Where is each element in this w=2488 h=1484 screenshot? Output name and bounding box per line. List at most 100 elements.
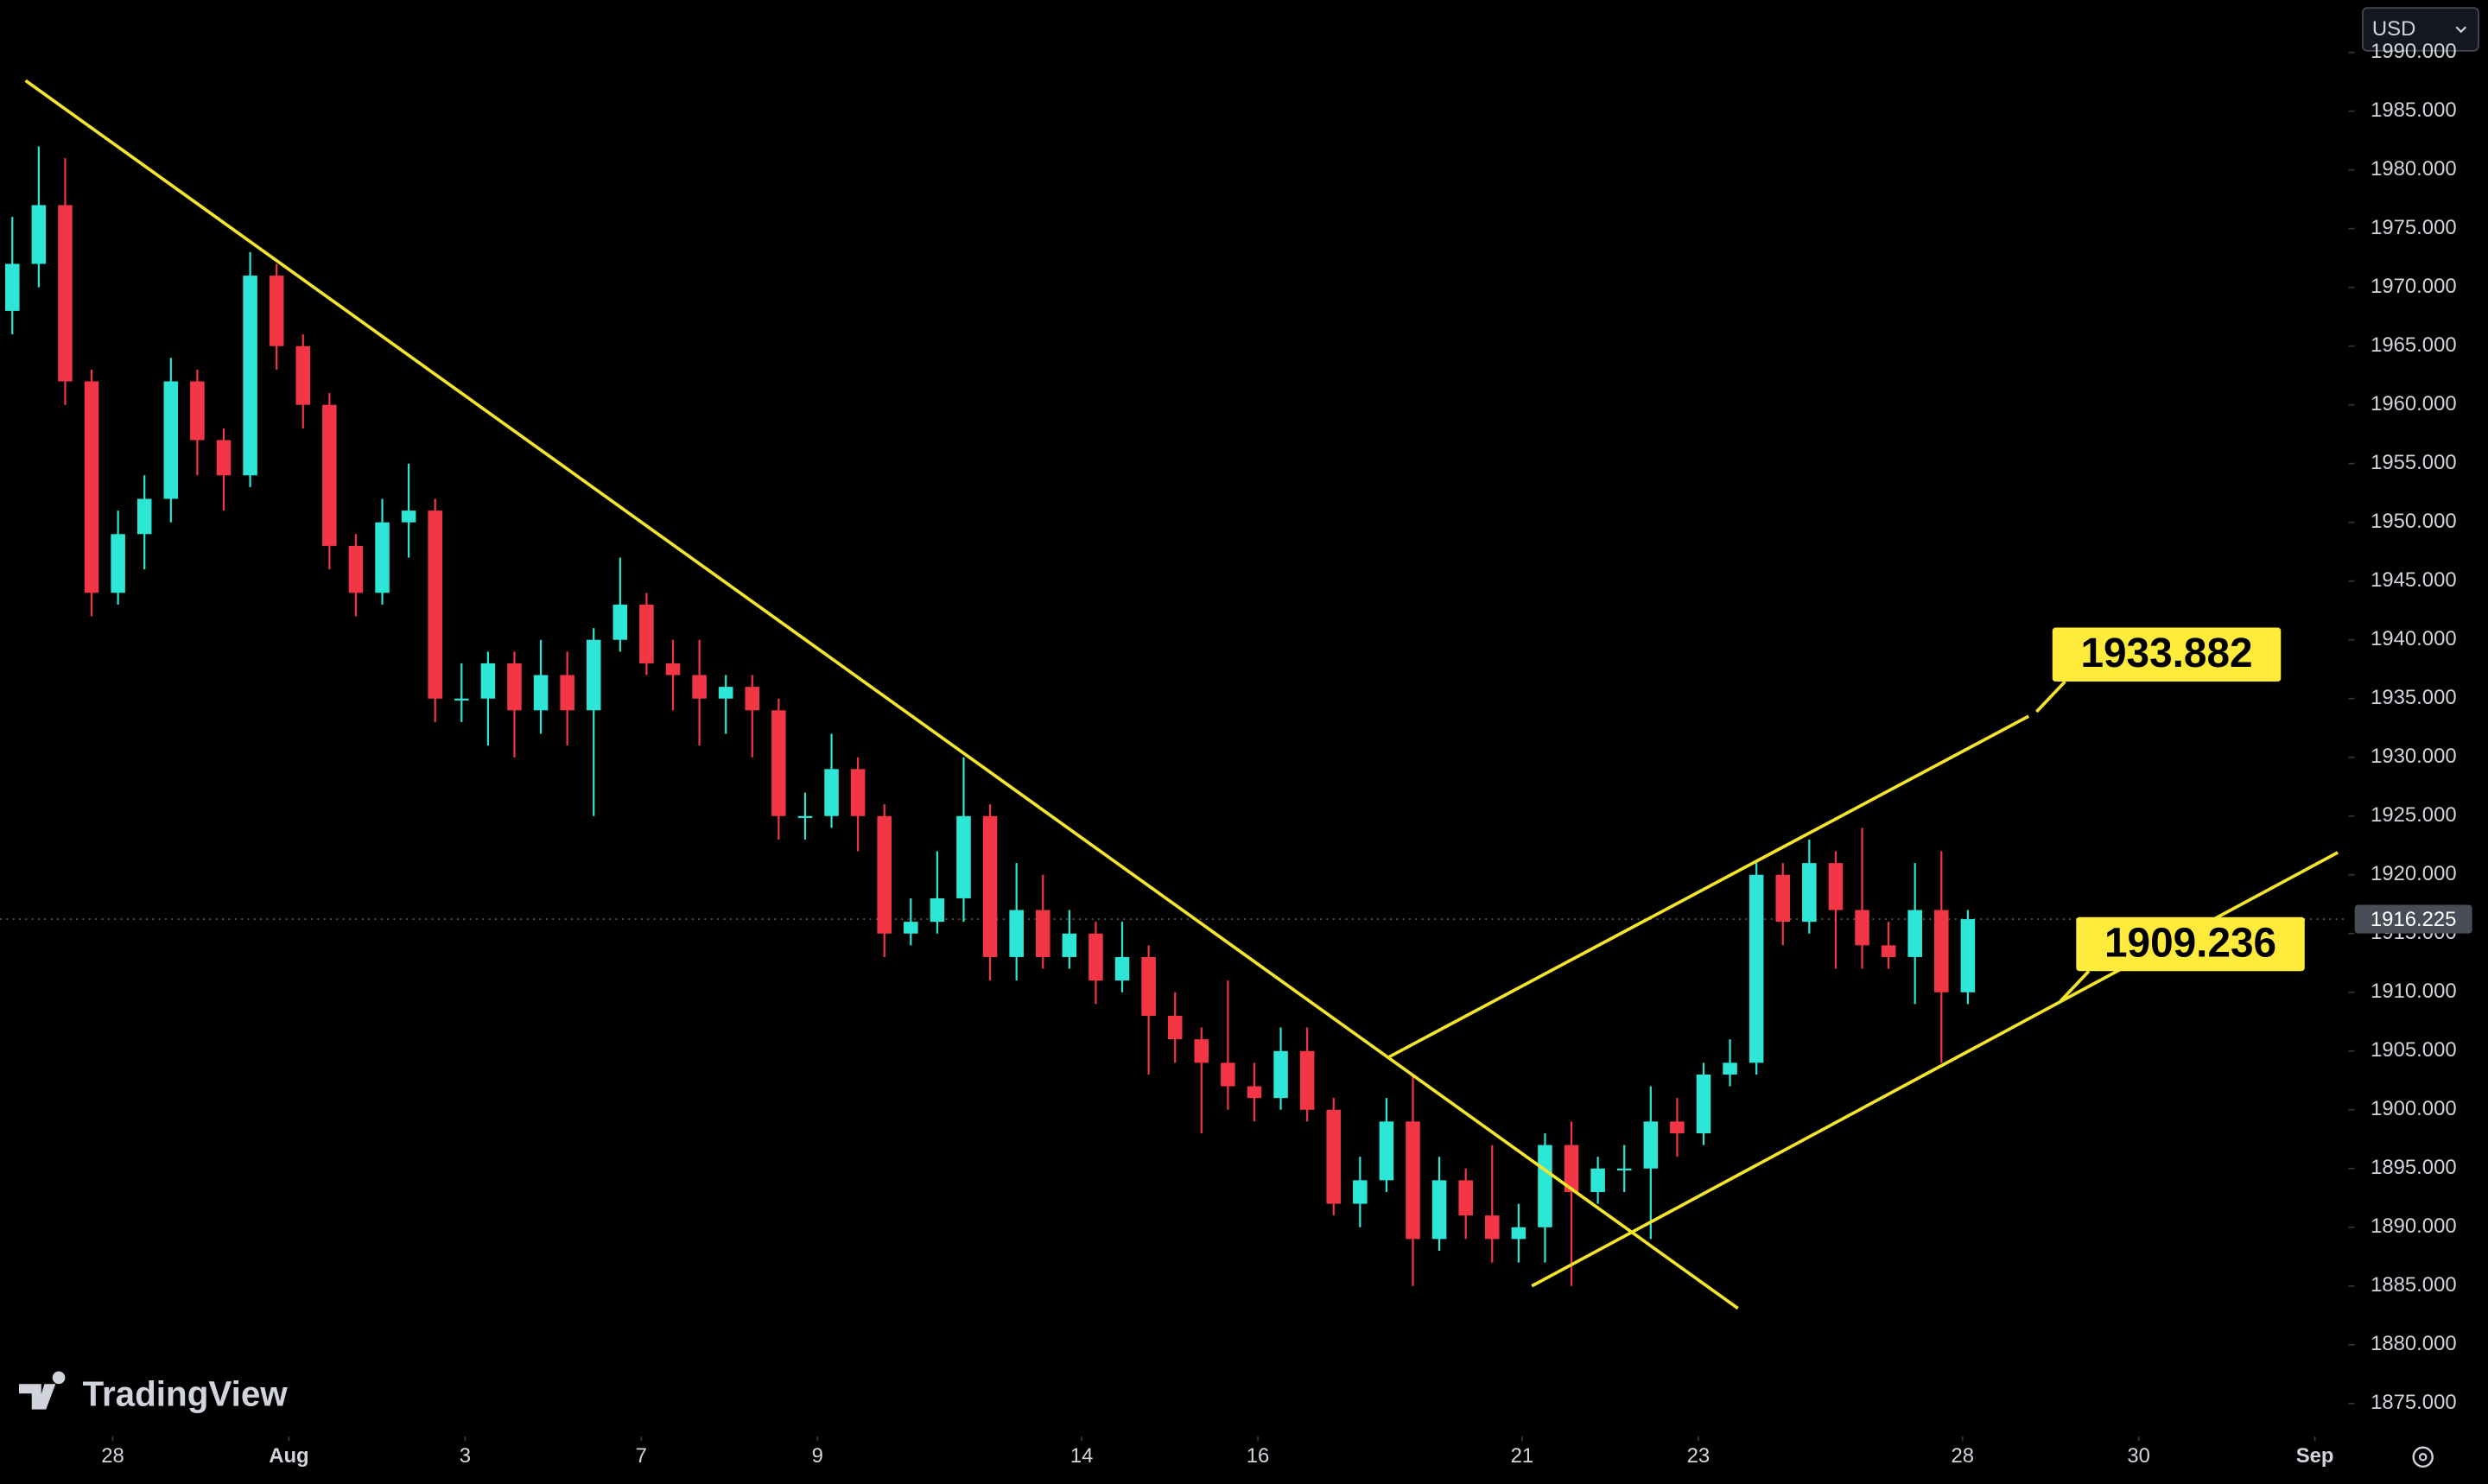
candle-body — [718, 687, 733, 699]
candle-body — [163, 381, 179, 499]
trendline — [24, 79, 1739, 1310]
candle-body — [1934, 910, 1949, 993]
candle-body — [136, 498, 152, 535]
candle-body — [612, 604, 628, 640]
candle-body — [507, 663, 522, 711]
candle-body — [243, 276, 257, 476]
candle-body — [1670, 1121, 1685, 1133]
x-tick-label: 30 — [2127, 1444, 2150, 1468]
candle-body — [1775, 874, 1791, 923]
candle-body — [1749, 874, 1764, 1063]
candle-body — [1062, 933, 1077, 957]
candle-body — [771, 710, 786, 816]
candle-body — [5, 263, 20, 311]
annotation-pointer — [2059, 969, 2091, 1003]
candle-body — [1828, 863, 1844, 910]
candle-body — [1167, 1015, 1183, 1040]
candle-body — [1881, 945, 1896, 957]
candle-body — [1326, 1109, 1342, 1204]
trendline — [1388, 714, 2030, 1059]
candle-body — [1616, 1168, 1632, 1170]
candle-body — [533, 675, 549, 711]
annotation-pointer — [2035, 680, 2066, 713]
candle-body — [639, 604, 654, 663]
candle-body — [1723, 1062, 1737, 1075]
annotation-label: 1933.882 — [2080, 631, 2252, 676]
y-tick-label: 1890.000 — [2371, 1214, 2457, 1238]
candle-body — [904, 922, 918, 934]
y-tick-label: 1955.000 — [2371, 451, 2457, 474]
candle-body — [560, 675, 574, 711]
candle-body — [111, 534, 125, 593]
candle-body — [956, 815, 971, 898]
y-tick-label: 1985.000 — [2371, 98, 2457, 122]
y-tick-label: 1965.000 — [2371, 333, 2457, 357]
y-tick-label: 1930.000 — [2371, 745, 2457, 768]
candle-body — [348, 545, 364, 593]
candle-body — [982, 815, 998, 957]
y-tick-label: 1980.000 — [2371, 157, 2457, 181]
settings-gear-core[interactable] — [2418, 1452, 2428, 1462]
last-price-box — [2354, 904, 2472, 934]
x-tick-label: 14 — [1070, 1444, 1094, 1468]
annotation-box — [2052, 627, 2282, 682]
candle-body — [1907, 910, 1922, 957]
logo-icon — [19, 1371, 66, 1410]
candle-body — [480, 663, 496, 699]
candle-body — [1379, 1121, 1394, 1181]
currency-button-box[interactable] — [2361, 7, 2479, 52]
candle-body — [1458, 1180, 1473, 1216]
candle-body — [375, 522, 390, 593]
candle-body — [454, 698, 469, 701]
candle-body — [1221, 1062, 1235, 1087]
candle-body — [295, 346, 311, 405]
candle-body — [1353, 1180, 1368, 1204]
y-tick-label: 1925.000 — [2371, 803, 2457, 827]
candle-body — [745, 687, 760, 711]
candle-body — [31, 205, 47, 264]
x-tick-label: 21 — [1511, 1444, 1534, 1468]
candle-body — [428, 511, 442, 699]
candle-body — [850, 769, 866, 816]
candle-body — [665, 663, 681, 675]
x-tick-label: 28 — [1951, 1444, 1974, 1468]
dropdown-arrow[interactable] — [2455, 26, 2467, 34]
candle-body — [1088, 933, 1103, 981]
candle-body — [1009, 910, 1024, 957]
candle-body — [797, 815, 813, 818]
candle-body — [1114, 956, 1130, 981]
candle-body — [1855, 910, 1869, 946]
candle-body — [84, 381, 99, 593]
candle-body — [190, 381, 205, 441]
currency-label[interactable]: USD — [2372, 17, 2415, 41]
y-tick-label: 1910.000 — [2371, 980, 2457, 1003]
candle-body — [1406, 1121, 1420, 1240]
candle-body — [1643, 1121, 1659, 1169]
y-tick-label: 1990.000 — [2371, 40, 2457, 63]
currency-button[interactable]: USD — [2361, 7, 2479, 52]
settings-gear[interactable] — [2412, 1446, 2434, 1468]
candle-body — [1299, 1050, 1315, 1110]
y-tick-label: 1885.000 — [2371, 1273, 2457, 1297]
candle-body — [1590, 1168, 1605, 1192]
candle-body — [1247, 1086, 1262, 1099]
x-tick-label: Aug — [269, 1444, 308, 1468]
y-tick-label: 1970.000 — [2371, 275, 2457, 298]
candle-body — [1802, 863, 1817, 923]
candle-body — [824, 769, 839, 816]
x-tick-label: 28 — [101, 1444, 124, 1468]
candle-body — [1538, 1145, 1552, 1227]
x-tick-label: Sep — [2296, 1444, 2334, 1468]
y-tick-label: 1950.000 — [2371, 510, 2457, 533]
y-tick-label: 1880.000 — [2371, 1332, 2457, 1355]
x-tick-label: 7 — [636, 1444, 647, 1468]
settings-icon[interactable] — [2412, 1446, 2434, 1468]
y-tick-label: 1875.000 — [2371, 1391, 2457, 1414]
candle-body — [1696, 1074, 1711, 1133]
x-tick-label: 23 — [1687, 1444, 1710, 1468]
candle-body — [322, 404, 337, 546]
candle-body — [1273, 1050, 1288, 1099]
